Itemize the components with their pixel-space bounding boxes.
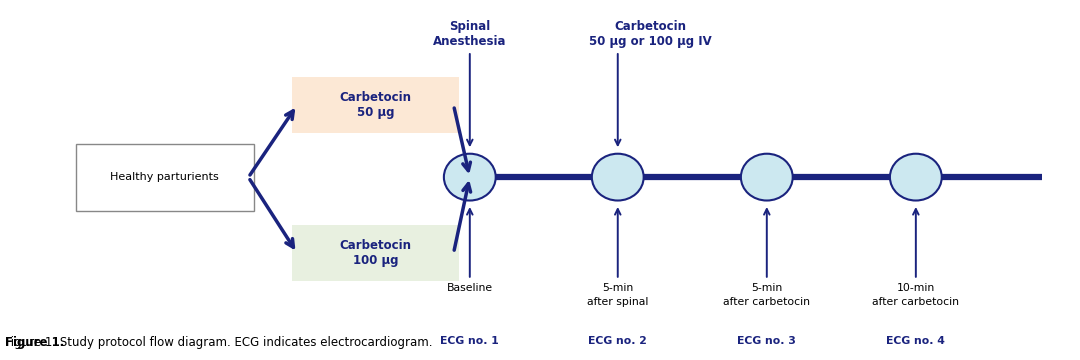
Text: 5-min
after carbetocin: 5-min after carbetocin	[724, 283, 810, 306]
Text: Figure 1.: Figure 1.	[5, 336, 65, 349]
Ellipse shape	[890, 154, 942, 201]
FancyBboxPatch shape	[292, 77, 459, 133]
FancyBboxPatch shape	[292, 225, 459, 281]
Text: ECG no. 3: ECG no. 3	[738, 336, 796, 346]
Text: Figure 1. Study protocol flow diagram. ECG indicates electrocardiogram.: Figure 1. Study protocol flow diagram. E…	[5, 336, 433, 349]
Ellipse shape	[592, 154, 644, 201]
Text: 10-min
after carbetocin: 10-min after carbetocin	[873, 283, 959, 306]
Text: Baseline: Baseline	[447, 283, 492, 293]
Text: ECG no. 4: ECG no. 4	[887, 336, 945, 346]
Text: ECG no. 1: ECG no. 1	[441, 336, 499, 346]
Text: Carbetocin
50 μg: Carbetocin 50 μg	[339, 91, 411, 119]
Text: ECG no. 2: ECG no. 2	[589, 336, 647, 346]
Ellipse shape	[444, 154, 496, 201]
Text: Carbetocin
50 μg or 100 μg IV: Carbetocin 50 μg or 100 μg IV	[589, 19, 712, 48]
Ellipse shape	[741, 154, 793, 201]
Text: 5-min
after spinal: 5-min after spinal	[588, 283, 648, 306]
Text: Spinal
Anesthesia: Spinal Anesthesia	[433, 19, 507, 48]
Text: Healthy parturients: Healthy parturients	[110, 172, 219, 182]
Text: Carbetocin
100 μg: Carbetocin 100 μg	[339, 239, 411, 267]
FancyBboxPatch shape	[76, 144, 254, 211]
